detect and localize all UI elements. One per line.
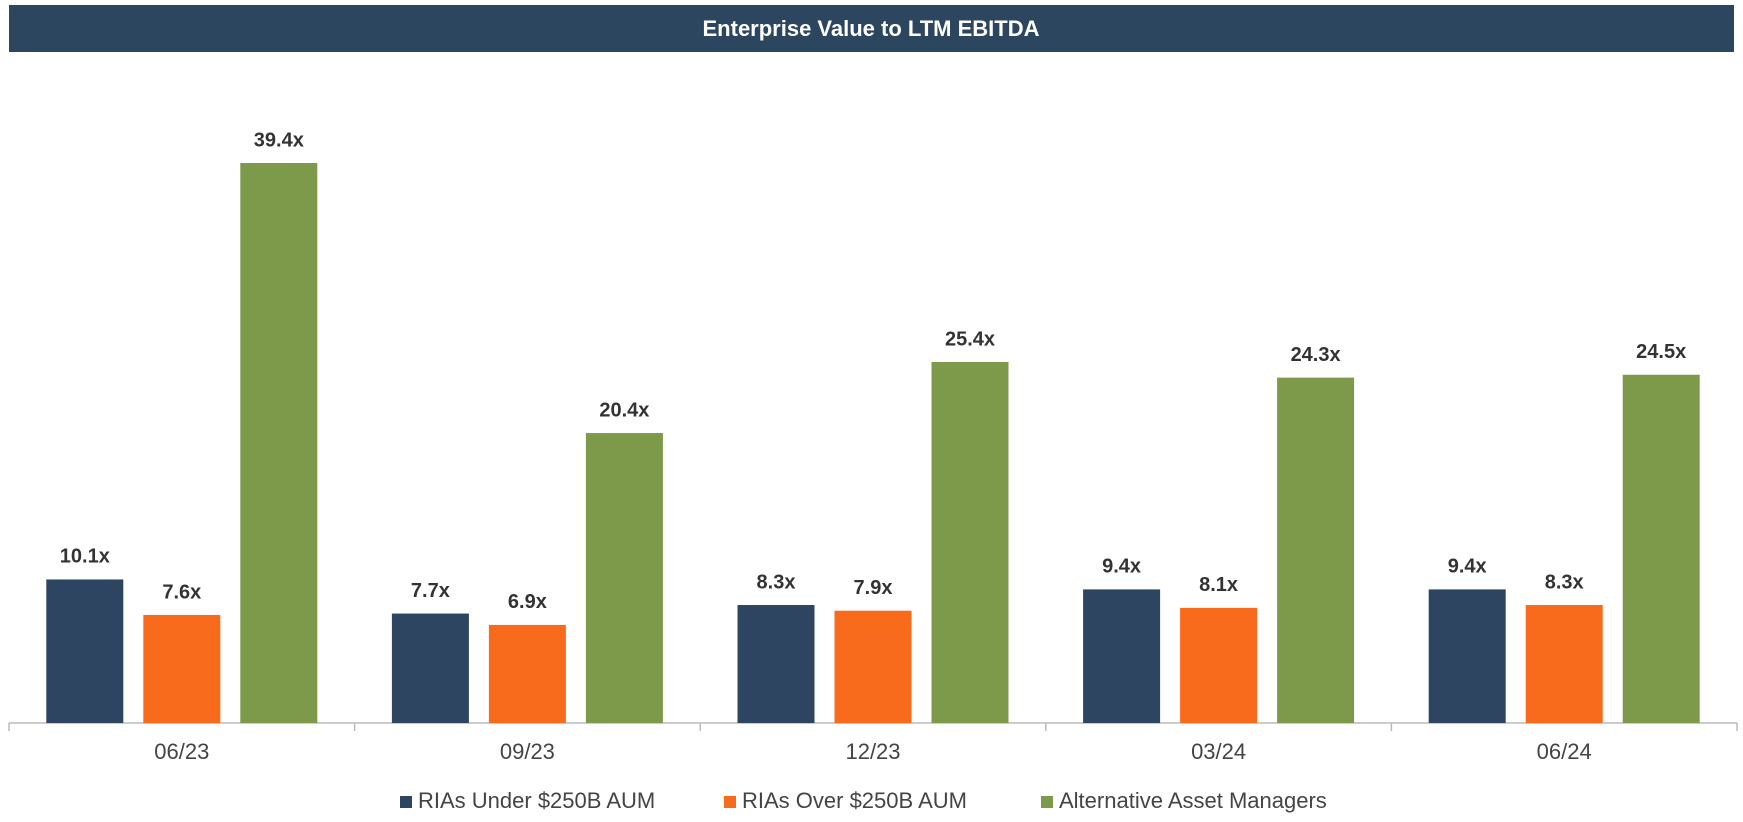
chart-title: Enterprise Value to LTM EBITDA <box>703 16 1040 41</box>
bar <box>391 613 469 723</box>
bar <box>46 579 124 723</box>
bar <box>240 163 318 723</box>
bar <box>585 433 663 723</box>
bar <box>1428 589 1506 723</box>
data-label: 6.9x <box>508 591 547 613</box>
x-tick-label: 06/23 <box>154 739 209 764</box>
data-label: 8.1x <box>1199 574 1238 596</box>
legend-label: RIAs Over $250B AUM <box>742 788 967 813</box>
bar <box>143 614 221 723</box>
bar <box>488 624 566 723</box>
data-label: 7.7x <box>411 580 450 602</box>
data-label: 10.1x <box>60 546 110 568</box>
x-tick-label: 06/24 <box>1537 739 1592 764</box>
data-label: 9.4x <box>1448 556 1487 578</box>
data-label: 24.3x <box>1291 344 1341 366</box>
data-label: 8.3x <box>1545 571 1584 593</box>
data-label: 25.4x <box>945 328 995 350</box>
data-label: 8.3x <box>757 571 796 593</box>
bar <box>1525 605 1603 723</box>
data-label: 20.4x <box>599 399 649 421</box>
x-tick-label: 03/24 <box>1191 739 1246 764</box>
x-tick-label: 09/23 <box>500 739 555 764</box>
x-tick-label: 12/23 <box>845 739 900 764</box>
bar <box>931 361 1009 723</box>
legend-swatch <box>400 796 412 808</box>
legend-label: RIAs Under $250B AUM <box>418 788 655 813</box>
bar <box>1180 607 1258 723</box>
data-label: 9.4x <box>1102 556 1141 578</box>
data-label: 7.6x <box>162 581 201 603</box>
data-label: 24.5x <box>1636 341 1686 363</box>
title-bar <box>9 5 1734 52</box>
legend-swatch <box>724 796 736 808</box>
legend-swatch <box>1041 796 1053 808</box>
bar <box>1277 377 1355 723</box>
bar <box>737 605 815 723</box>
legend-label: Alternative Asset Managers <box>1059 788 1327 813</box>
data-label: 39.4x <box>254 129 304 151</box>
bar <box>1083 589 1161 723</box>
data-label: 7.9x <box>854 577 893 599</box>
bar <box>1622 374 1700 723</box>
bar <box>834 610 912 723</box>
